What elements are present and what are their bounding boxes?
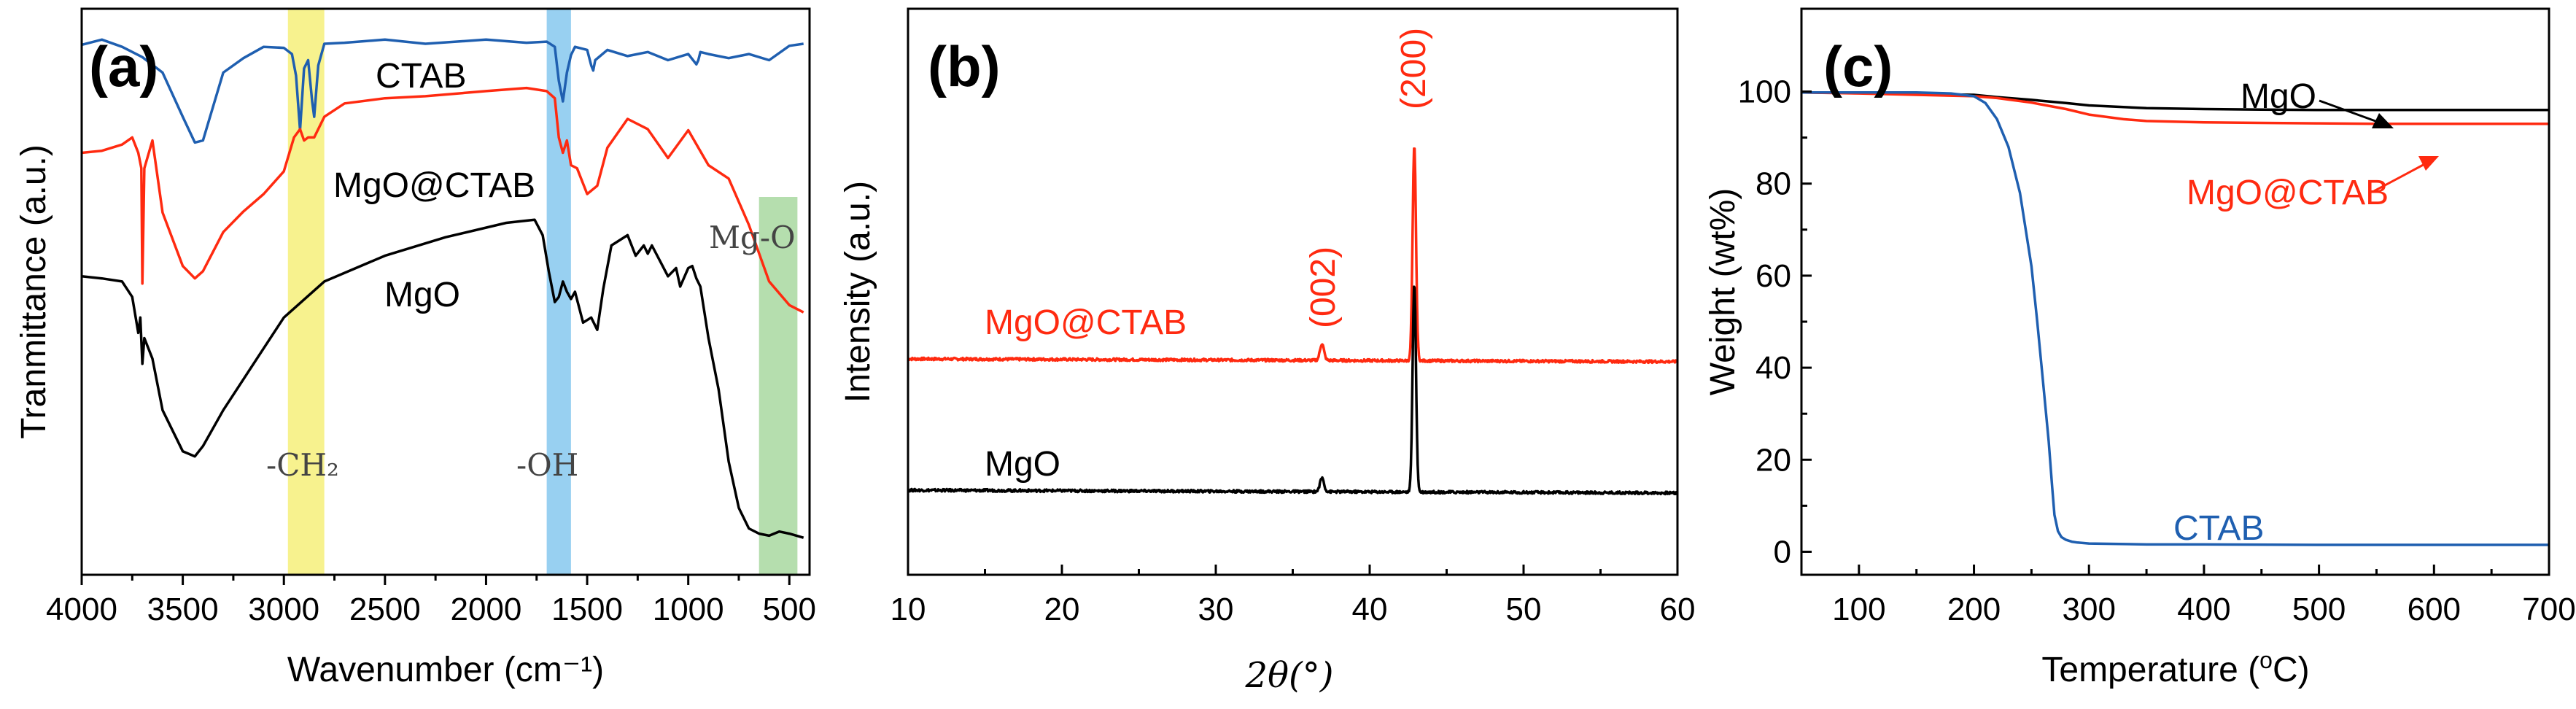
panel-label: (b)	[928, 34, 1001, 98]
series-ctab	[81, 38, 804, 144]
x-tick-label: 60	[1660, 592, 1696, 627]
x-tick-label: 50	[1506, 592, 1542, 627]
x-axis-title: Wavenumber (cm⁻¹)	[287, 651, 604, 689]
band-label-mgo: Mg-O	[709, 220, 796, 255]
x-tick-label: 30	[1198, 592, 1234, 627]
panel-b-xrd: 10 20 30 40 50 60 (b) 2θ(°) Intensity (a.u.) …	[839, 7, 1696, 696]
x-ticks: 10 20 30 40 50 60	[891, 565, 1696, 627]
series-mgo-ctab	[1801, 91, 2549, 125]
highlight-bands	[287, 9, 798, 575]
series-label-mgo: MgO	[985, 445, 1060, 484]
series-label-ctab: CTAB	[2173, 509, 2264, 548]
x-tick-label: 600	[2408, 592, 2461, 627]
x-tick-label: 1500	[551, 592, 623, 627]
panel-a-ftir: 4000 3500 3000 2500 2000 1500 1000 500 (a) Wave…	[15, 7, 816, 689]
x-tick-label: 3500	[147, 592, 219, 627]
series-ctab	[1801, 91, 2549, 546]
band-label-ch2: -CH₂	[266, 447, 339, 483]
x-tick-label: 500	[2292, 592, 2346, 627]
x-axis-title: Temperature (oC)	[2041, 647, 2309, 689]
y-tick-label: 60	[1756, 258, 1791, 294]
peak-label-200: (200)	[1394, 28, 1433, 109]
series-label-mgo: MgO	[2241, 77, 2316, 116]
x-tick-label: 10	[891, 592, 926, 627]
series-mgo	[907, 285, 1679, 496]
x-tick-label: 200	[1947, 592, 2001, 627]
ftir-curves	[81, 38, 804, 539]
series-label-mgo: MgO	[384, 276, 460, 314]
panel-label: (a)	[89, 34, 158, 98]
band-ch	[287, 9, 325, 575]
series-mgo-ctab	[81, 86, 804, 314]
plot-frame	[1800, 7, 2550, 576]
panel-c-tga: 100 200 300 400 500 600 700 0 20 40 60 80 100 (c) Te…	[1704, 7, 2576, 689]
arrow-mgo-ctab	[2373, 156, 2439, 193]
arrow-mgo	[2319, 99, 2394, 128]
plot-frame	[80, 7, 811, 576]
series-label-mgo-ctab: MgO@CTAB	[2187, 174, 2389, 212]
x-tick-label: 500	[763, 592, 816, 627]
y-axis-title: Intensity (a.u.)	[839, 181, 877, 403]
x-tick-label: 1000	[653, 592, 724, 627]
x-axis-title: 2θ(°)	[1245, 655, 1334, 696]
y-tick-label: 20	[1756, 442, 1791, 478]
series-label-mgo-ctab: MgO@CTAB	[333, 166, 535, 205]
panel-label: (c)	[1823, 34, 1893, 98]
x-tick-label: 300	[2063, 592, 2116, 627]
series-label-mgo-ctab: MgO@CTAB	[985, 303, 1187, 342]
x-tick-label: 100	[1832, 592, 1885, 627]
y-tick-label: 40	[1756, 350, 1791, 386]
series-label-ctab: CTAB	[376, 57, 466, 96]
axis-ticks: 100 200 300 400 500 600 700 0 20 40 60 80 100	[1738, 74, 2576, 627]
x-tick-label: 2000	[450, 592, 521, 627]
x-tick-label: 700	[2522, 592, 2575, 627]
x-tick-label: 400	[2177, 592, 2230, 627]
y-axis-title: Tranmittance (a.u.)	[15, 144, 53, 439]
series-mgo	[81, 218, 804, 539]
x-tick-label: 3000	[248, 592, 319, 627]
x-ticks: 4000 3500 3000 2500 2000 1500 1000 500	[46, 575, 816, 627]
x-tick-label: 20	[1044, 592, 1080, 627]
peak-label-002: (002)	[1304, 247, 1343, 328]
xrd-curves	[907, 147, 1679, 496]
tga-curves	[1801, 91, 2549, 546]
band-label-oh: -OH	[516, 447, 578, 483]
series-mgo-ctab	[907, 147, 1678, 365]
y-tick-label: 100	[1738, 74, 1791, 110]
x-tick-label: 4000	[46, 592, 117, 627]
band-mg-o	[759, 197, 798, 575]
x-tick-label: 2500	[349, 592, 421, 627]
y-tick-label: 0	[1774, 534, 1791, 570]
x-tick-label: 40	[1352, 592, 1388, 627]
y-tick-label: 80	[1756, 166, 1791, 202]
y-axis-title: Weight (wt%)	[1704, 188, 1742, 396]
